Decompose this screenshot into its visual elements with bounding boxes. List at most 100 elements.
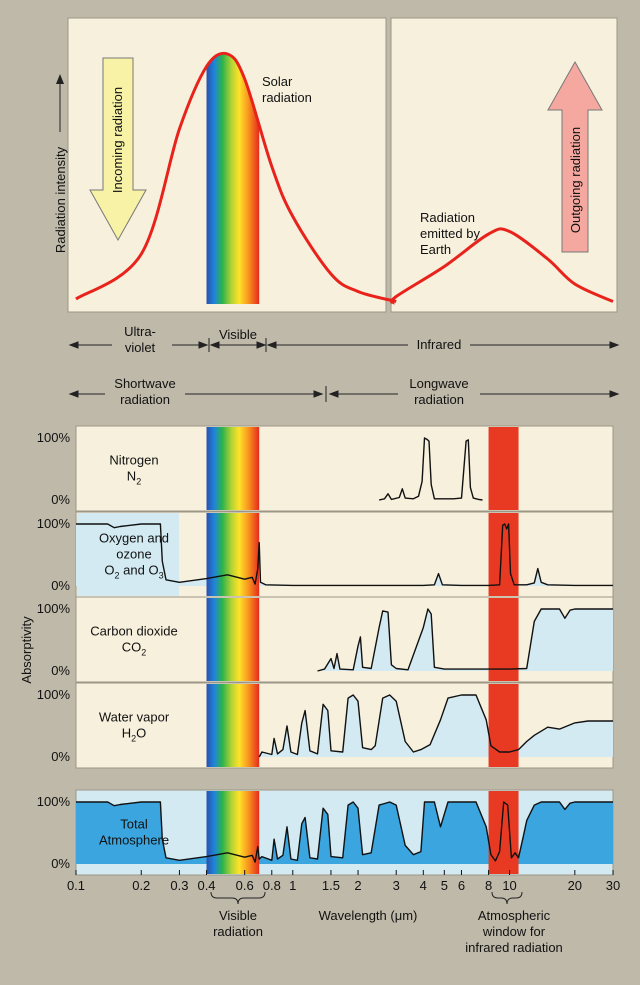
atmospheric-window-band xyxy=(488,598,519,681)
uv-label-bg xyxy=(112,322,172,358)
svg-text:Solar: Solar xyxy=(262,74,293,89)
visible-band xyxy=(206,684,260,767)
x-tick-label: 3 xyxy=(393,878,400,893)
svg-text:radiation: radiation xyxy=(262,90,312,105)
panel-background xyxy=(75,425,614,512)
x-tick-label: 0.2 xyxy=(132,878,150,893)
uv-label: Ultra- xyxy=(124,324,156,339)
svg-text:Radiation: Radiation xyxy=(420,210,475,225)
panel-formula: H2O xyxy=(122,726,147,744)
solar-radiation-label: Solar radiation xyxy=(262,74,312,105)
svg-text:Incoming radiation: Incoming radiation xyxy=(110,87,125,193)
ytick-0: 0% xyxy=(51,663,70,678)
svg-text:infrared radiation: infrared radiation xyxy=(465,940,563,955)
ytick-100: 100% xyxy=(37,430,71,445)
x-tick-label: 0.3 xyxy=(170,878,188,893)
svg-text:emitted by: emitted by xyxy=(420,226,480,241)
panel-label: ozone xyxy=(116,547,151,562)
absorption-fill xyxy=(259,695,613,757)
x-tick-label: 0.1 xyxy=(67,878,85,893)
panel-formula: N2 xyxy=(127,469,141,487)
x-tick-label: 4 xyxy=(420,878,427,893)
uv-label-2: violet xyxy=(125,340,156,355)
svg-text:Outgoing radiation: Outgoing radiation xyxy=(568,127,583,233)
longwave-label-2: radiation xyxy=(414,392,464,407)
ytick-100: 100% xyxy=(37,516,71,531)
absorption-line xyxy=(378,437,483,501)
panel-label: Nitrogen xyxy=(109,453,158,468)
x-tick-label: 5 xyxy=(441,878,448,893)
ytick-0: 0% xyxy=(51,578,70,593)
absorption-line xyxy=(258,694,613,758)
visible-band xyxy=(206,791,260,874)
svg-text:Earth: Earth xyxy=(420,242,451,257)
outgoing-arrow: Outgoing radiation xyxy=(547,60,603,253)
longwave-label: Longwave xyxy=(409,376,468,391)
x-tick-label: 1.5 xyxy=(322,878,340,893)
solar-radiation-curve xyxy=(75,51,397,303)
absorption-fill xyxy=(76,802,613,864)
ytick-0: 0% xyxy=(51,856,70,871)
earth-radiation-curve xyxy=(390,227,614,306)
panel-label: Atmosphere xyxy=(99,833,169,848)
absorptivity-label: Absorptivity xyxy=(19,616,34,684)
visible-band xyxy=(206,598,260,681)
atmospheric-window-band xyxy=(488,427,519,510)
atmospheric-window-band xyxy=(488,684,519,767)
x-tick-label: 2 xyxy=(354,878,361,893)
panel-label: Total xyxy=(120,817,148,832)
absorption-line xyxy=(317,608,613,672)
shortwave-label: Shortwave xyxy=(114,376,175,391)
infrared-label-bg xyxy=(408,338,470,352)
region-row-uv-visible-infrared xyxy=(68,338,620,352)
svg-text:window for: window for xyxy=(482,924,546,939)
earth-radiation-label: Radiation emitted by Earth xyxy=(420,210,480,257)
svg-text:Visible: Visible xyxy=(219,908,257,923)
visible-band xyxy=(206,427,260,510)
absorption-line xyxy=(76,801,613,863)
shortwave-label-bg xyxy=(105,374,185,410)
x-tick-label: 0.8 xyxy=(263,878,281,893)
svg-text:Radiation intensity: Radiation intensity xyxy=(53,146,68,253)
ytick-0: 0% xyxy=(51,492,70,507)
x-tick-label: 8 xyxy=(485,878,492,893)
shortwave-label-2: radiation xyxy=(120,392,170,407)
x-axis-label: Wavelength (μm) xyxy=(319,908,418,923)
x-tick-label: 0.6 xyxy=(236,878,254,893)
x-tick-label: 6 xyxy=(458,878,465,893)
svg-text:Atmospheric: Atmospheric xyxy=(478,908,551,923)
x-tick-label: 0.4 xyxy=(197,878,215,893)
visible-radiation-note: Visible radiation xyxy=(210,891,266,939)
x-tick-label: 1 xyxy=(289,878,296,893)
longwave-label-bg xyxy=(398,374,480,410)
x-tick-labels: 0.1 0.2 0.3 0.4 0.6 0.8 1 1.5 2 3 4 5 6 8 10 20 30 xyxy=(67,870,620,893)
ytick-100: 100% xyxy=(37,601,71,616)
top-ylabel: Radiation intensity xyxy=(53,74,68,253)
absorption-line xyxy=(76,523,613,587)
panel-label: Water vapor xyxy=(99,710,170,725)
atmospheric-window-note: Atmospheric window for infrared radiatio… xyxy=(465,891,563,955)
infrared-label: Infrared xyxy=(417,337,462,352)
absorption-fill xyxy=(317,609,613,671)
ytick-100: 100% xyxy=(37,794,71,809)
panel-label: Oxygen and xyxy=(99,531,169,546)
panel-formula: CO2 xyxy=(122,640,147,658)
visible-band xyxy=(206,513,260,596)
panel-background xyxy=(75,596,614,683)
incoming-arrow: Incoming radiation xyxy=(89,57,147,242)
x-tick-label: 20 xyxy=(568,878,582,893)
ytick-0: 0% xyxy=(51,749,70,764)
panel-label: Carbon dioxide xyxy=(90,624,177,639)
visible-label: Visible xyxy=(219,327,257,342)
svg-text:radiation: radiation xyxy=(213,924,263,939)
panel-formula: O2 and O3 xyxy=(104,563,163,581)
x-tick-label: 10 xyxy=(502,878,516,893)
ytick-100: 100% xyxy=(37,687,71,702)
x-tick-label: 30 xyxy=(606,878,620,893)
